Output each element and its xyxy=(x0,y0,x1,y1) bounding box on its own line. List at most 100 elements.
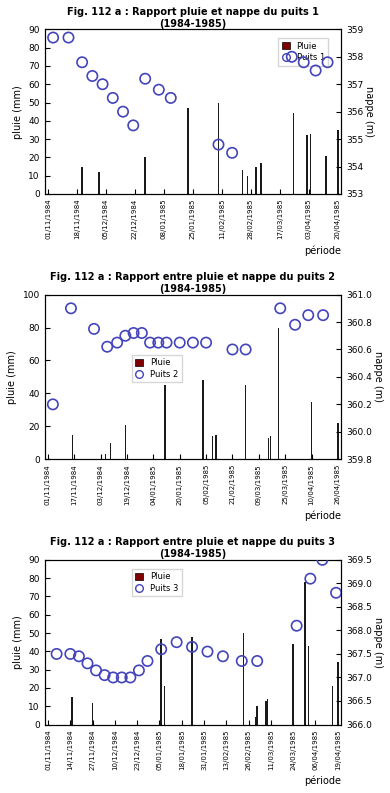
Point xyxy=(243,343,249,356)
Point xyxy=(189,641,195,653)
Bar xyxy=(243,633,244,725)
Point xyxy=(289,51,295,63)
Bar xyxy=(337,423,339,459)
Bar xyxy=(212,436,213,459)
Bar xyxy=(307,136,308,194)
Point xyxy=(158,643,164,656)
Point xyxy=(68,302,74,315)
Y-axis label: pluie (mm): pluie (mm) xyxy=(7,350,17,404)
Bar xyxy=(308,646,309,725)
Bar xyxy=(82,167,83,194)
Point xyxy=(120,105,126,118)
Point xyxy=(155,336,161,349)
Title: Fig. 112 a : Rapport pluie et nappe du puits 1
(1984-1985): Fig. 112 a : Rapport pluie et nappe du p… xyxy=(67,7,319,29)
Point xyxy=(130,119,136,132)
Y-axis label: nappe (m): nappe (m) xyxy=(373,617,383,668)
Point xyxy=(136,664,142,676)
Point xyxy=(91,323,97,335)
Point xyxy=(294,619,300,632)
Point xyxy=(277,302,284,315)
Bar xyxy=(191,637,193,725)
Point xyxy=(190,336,196,349)
Bar xyxy=(105,454,106,459)
Point xyxy=(177,336,183,349)
Bar xyxy=(218,102,219,194)
Point xyxy=(66,31,72,44)
Bar xyxy=(71,697,73,725)
Point xyxy=(79,56,85,69)
Bar xyxy=(144,157,146,194)
X-axis label: période: période xyxy=(304,511,341,521)
Bar xyxy=(257,707,258,725)
Point xyxy=(122,329,128,342)
Bar xyxy=(255,167,257,194)
Bar xyxy=(164,686,165,725)
Point xyxy=(93,664,99,676)
Bar xyxy=(160,638,162,725)
Bar xyxy=(325,155,327,194)
Point xyxy=(229,343,236,356)
Y-axis label: nappe (m): nappe (m) xyxy=(373,351,383,402)
Point xyxy=(139,327,145,339)
X-axis label: période: période xyxy=(304,776,341,786)
Point xyxy=(229,147,235,159)
Point xyxy=(156,83,162,96)
Bar xyxy=(110,442,111,459)
Y-axis label: nappe (m): nappe (m) xyxy=(364,86,374,137)
Point xyxy=(110,671,116,684)
Point xyxy=(147,336,153,349)
Point xyxy=(67,648,73,661)
Point xyxy=(292,319,298,331)
Title: Fig. 112 a : Rapport entre pluie et nappe du puits 2
(1984-1985): Fig. 112 a : Rapport entre pluie et napp… xyxy=(50,272,335,293)
Point xyxy=(204,646,211,658)
Point xyxy=(333,587,339,600)
Bar xyxy=(332,686,333,725)
Point xyxy=(50,31,56,44)
Point xyxy=(305,308,311,321)
Point xyxy=(319,554,326,566)
Point xyxy=(84,657,90,670)
Point xyxy=(215,138,222,151)
Point xyxy=(119,671,125,684)
Bar xyxy=(310,133,311,194)
Bar xyxy=(292,644,294,725)
Bar xyxy=(337,130,339,194)
Legend: Pluie, Puits 2: Pluie, Puits 2 xyxy=(132,355,182,382)
Bar xyxy=(125,425,126,459)
Point xyxy=(53,648,60,661)
Bar xyxy=(72,435,73,459)
Bar xyxy=(202,380,204,459)
Point xyxy=(144,655,151,668)
Bar xyxy=(92,703,93,725)
Bar xyxy=(241,170,243,194)
Point xyxy=(110,92,116,105)
Legend: Pluie, Puits 3: Pluie, Puits 3 xyxy=(132,569,182,596)
Point xyxy=(99,78,106,90)
Bar xyxy=(265,701,266,725)
Bar xyxy=(255,717,256,725)
Point xyxy=(104,340,110,353)
Point xyxy=(89,70,96,82)
Y-axis label: pluie (mm): pluie (mm) xyxy=(13,85,23,139)
Point xyxy=(301,56,307,69)
Point xyxy=(50,398,56,411)
Legend: Pluie, Puits 1: Pluie, Puits 1 xyxy=(278,38,328,66)
Point xyxy=(76,650,82,663)
Point xyxy=(220,650,226,663)
Bar xyxy=(187,108,188,194)
Bar xyxy=(293,113,294,194)
Bar xyxy=(305,582,306,725)
Bar xyxy=(261,163,262,194)
Bar xyxy=(268,438,269,459)
Title: Fig. 112 a : Rapport entre pluie et nappe du puits 3
(1984-1985): Fig. 112 a : Rapport entre pluie et napp… xyxy=(50,538,335,559)
Point xyxy=(203,336,209,349)
Y-axis label: pluie (mm): pluie (mm) xyxy=(13,615,23,669)
Point xyxy=(127,671,133,684)
Point xyxy=(320,308,326,321)
Point xyxy=(101,668,108,681)
Point xyxy=(324,56,331,69)
Bar xyxy=(278,328,279,459)
Point xyxy=(163,336,170,349)
Bar xyxy=(337,662,339,725)
Point xyxy=(254,655,260,668)
